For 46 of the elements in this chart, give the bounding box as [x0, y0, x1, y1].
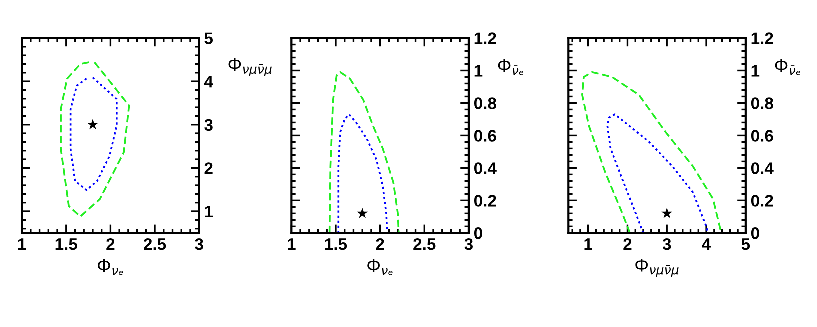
x-tick-label: 2	[106, 238, 115, 250]
x-tick-label: 1	[288, 238, 296, 250]
y-tick-label: 4	[204, 76, 214, 88]
y-axis-title: Φ$_{νμν̄μ}$	[228, 58, 272, 76]
x-tick-label: 3	[662, 238, 672, 250]
line-series	[338, 114, 388, 234]
y-tick-label: 1	[205, 206, 214, 218]
y-tick-label: 0.8	[751, 98, 774, 110]
y-tick-label: 0.4	[474, 162, 497, 174]
y-tick-label: 0	[751, 228, 760, 240]
y-tick-label: 0.2	[474, 195, 496, 207]
x-tick-label: 1.5	[56, 238, 78, 250]
x-tick-label: 1	[18, 238, 26, 250]
y-tick-label: 0.8	[474, 98, 496, 110]
line-series	[606, 114, 710, 234]
y-tick-label: 1	[752, 65, 760, 77]
line-series	[328, 71, 400, 234]
y-tick-label: 0.2	[751, 195, 774, 207]
y-tick-label: 1	[474, 65, 483, 77]
y-tick-label: 2	[204, 162, 213, 174]
y-tick-label: 1.2	[752, 32, 774, 44]
x-axis-title: Φ$_{νₑ}$	[98, 260, 124, 276]
x-tick-label: 2	[376, 238, 384, 250]
x-tick-label: 2	[624, 238, 632, 250]
line-series	[582, 71, 722, 234]
x-tick-label: 3	[195, 238, 204, 250]
y-tick-label: 0	[474, 228, 482, 240]
x-tick-label: 2.5	[144, 238, 166, 250]
x-tick-label: 3	[464, 238, 473, 250]
line-series	[60, 62, 130, 218]
y-tick-label: 5	[204, 32, 214, 44]
line-series	[70, 76, 118, 192]
x-tick-label: 5	[742, 238, 750, 250]
x-tick-label: 4	[702, 238, 712, 250]
x-tick-label: 1	[584, 238, 592, 250]
y-tick-label: 0.4	[751, 162, 774, 174]
y-tick-label: 1.2	[474, 32, 496, 44]
y-tick-label: 0.6	[474, 130, 496, 142]
x-tick-label: 2.5	[414, 238, 436, 250]
y-axis-title: Φ$_{ν̄ₑ}$	[775, 60, 800, 76]
x-axis-title: Φ$_{νₑ}$	[368, 260, 393, 276]
x-axis-title: Φ$_{νμν̄μ}$	[636, 259, 679, 278]
x-tick-label: 1.5	[325, 238, 348, 250]
y-tick-label: 3	[204, 119, 213, 132]
y-tick-label: 0.6	[751, 130, 774, 142]
y-axis-title: Φ$_{ν̄ₑ}$	[498, 60, 524, 76]
